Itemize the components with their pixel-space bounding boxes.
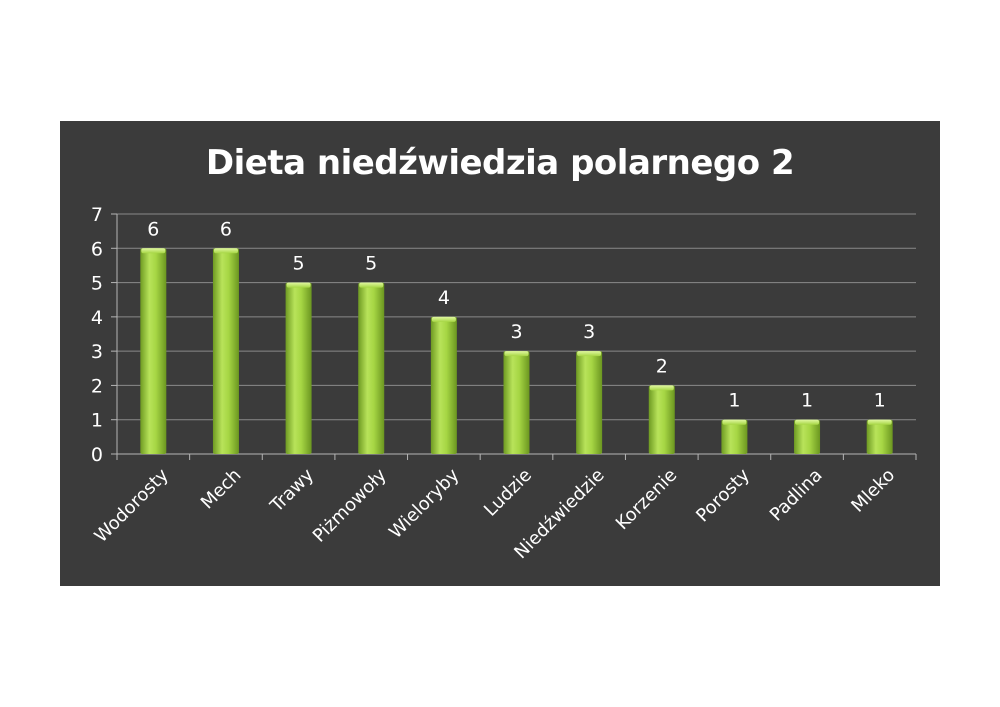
bar-highlight [141, 248, 166, 254]
data-label: 2 [656, 355, 668, 377]
data-label: 3 [583, 321, 595, 343]
label-layer: 0 1 2 3 4 5 6 7 6 Wodorosty 6 Mech 5 Trawy 5 Piżmowoły 4… [91, 204, 900, 563]
data-label: 5 [293, 253, 305, 275]
bar-highlight [431, 316, 456, 322]
x-tick-label: Padlina [766, 465, 827, 526]
bar [430, 316, 457, 454]
bar [721, 419, 748, 454]
bar-highlight [504, 351, 529, 357]
chart-title: Dieta niedźwiedzia polarnego 2 [205, 143, 795, 183]
y-tick-label: 0 [91, 444, 103, 466]
y-tick-label: 5 [91, 273, 103, 295]
y-tick-label: 7 [91, 204, 103, 226]
bar-highlight [795, 419, 820, 425]
data-label: 6 [147, 218, 159, 240]
x-tick-label: Wieloryby [385, 464, 463, 542]
bar-chart: 0 1 2 3 4 5 6 7 6 Wodorosty 6 Mech 5 Trawy 5 Piżmowoły 4… [91, 204, 917, 563]
bar [212, 248, 239, 454]
bar [503, 351, 530, 454]
bar-highlight [722, 419, 747, 425]
chart-panel: Dieta niedźwiedzia polarnego 2 0 1 2 3 4 5 6 7 6… [60, 121, 940, 586]
y-tick-label: 2 [91, 375, 103, 397]
bar-highlight [213, 248, 238, 254]
y-tick-label: 4 [91, 307, 103, 329]
x-tick-label: Porosty [692, 464, 754, 526]
x-tick-label: Piżmowoły [309, 464, 391, 546]
bar-highlight [649, 385, 674, 391]
bar [285, 282, 312, 454]
data-label: 1 [728, 390, 740, 412]
bar [648, 385, 675, 454]
bar [576, 351, 603, 454]
x-tick-label: Korzenie [612, 465, 682, 535]
bar-highlight [867, 419, 892, 425]
data-label: 5 [365, 253, 377, 275]
y-tick-label: 1 [91, 410, 103, 432]
x-tick-label: Ludzie [480, 465, 536, 521]
bar [140, 248, 167, 454]
data-label: 3 [510, 321, 522, 343]
bar-highlight [359, 282, 384, 288]
data-label: 1 [801, 390, 813, 412]
bar [794, 419, 821, 454]
bar [358, 282, 385, 454]
x-tick-label: Mech [197, 465, 246, 514]
bar [866, 419, 893, 454]
x-tick-label: Trawy [266, 464, 319, 517]
bar-highlight [577, 351, 602, 357]
x-tick-label: Wodorosty [91, 464, 173, 546]
y-tick-label: 3 [91, 341, 103, 363]
data-label: 1 [874, 390, 886, 412]
bar-layer [140, 248, 893, 454]
y-tick-label: 6 [91, 238, 103, 260]
data-label: 4 [438, 287, 450, 309]
data-label: 6 [220, 218, 232, 240]
x-tick-label: Mleko [847, 465, 899, 517]
bar-highlight [286, 282, 311, 288]
